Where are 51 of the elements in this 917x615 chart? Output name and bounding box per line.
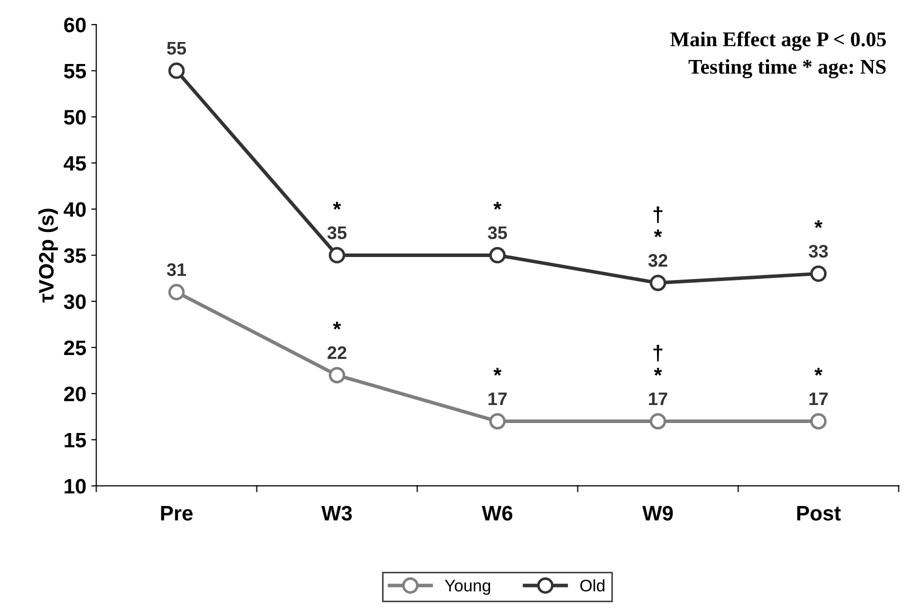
point — [650, 413, 666, 430]
y-tick-label: 35 — [64, 248, 86, 264]
legend-label: Old — [580, 579, 604, 592]
data-label: 17 — [810, 392, 828, 406]
point — [650, 274, 666, 292]
y-tick-label: 20 — [64, 386, 86, 402]
point — [328, 247, 346, 264]
y-axis-title: τVO2p (s) — [38, 208, 58, 303]
data-label: 55 — [167, 42, 186, 55]
y-tick-label: 50 — [64, 110, 86, 125]
data-label: 17 — [488, 392, 507, 406]
data-label: 35 — [327, 226, 347, 240]
x-tick-label: Pre — [161, 506, 193, 521]
annotation: † — [654, 344, 662, 362]
x-tick-label: W9 — [642, 506, 673, 521]
point — [489, 247, 506, 264]
point — [168, 284, 185, 300]
annotation: * — [493, 202, 502, 210]
annotation: * — [814, 220, 822, 228]
x-tick-label: W6 — [482, 506, 512, 521]
annotation: Testing time * age: NS — [688, 59, 886, 78]
y-tick-label: 15 — [64, 432, 86, 448]
point — [810, 413, 827, 430]
annotation: * — [493, 368, 502, 376]
data-label: 35 — [488, 226, 508, 240]
y-tick-label: 55 — [64, 64, 86, 78]
annotation: * — [333, 322, 342, 330]
x-tick-label: W3 — [321, 506, 352, 521]
data-label: 31 — [166, 263, 186, 276]
y-tick-label: 30 — [64, 294, 86, 310]
y-tick-label: 40 — [64, 202, 86, 217]
data-label: 22 — [328, 346, 346, 359]
point — [328, 366, 346, 384]
data-label: 32 — [648, 254, 668, 267]
y-tick-label: 25 — [64, 340, 86, 356]
y-tick-label: 60 — [64, 18, 86, 32]
annotation: * — [654, 230, 662, 238]
point — [489, 413, 506, 430]
y-tick-label: 10 — [64, 478, 86, 494]
point — [168, 62, 185, 79]
y-tick-label: 45 — [64, 156, 86, 171]
data-label: 33 — [808, 244, 828, 258]
annotation: Main Effect age P < 0.05 — [670, 32, 886, 51]
annotation: * — [814, 368, 822, 376]
x-tick-label: Post — [797, 506, 841, 521]
legend-label: Young — [444, 580, 490, 595]
data-label: 17 — [649, 392, 668, 406]
annotation: * — [333, 202, 342, 210]
annotation: † — [654, 206, 662, 224]
annotation: * — [654, 368, 662, 376]
point — [810, 265, 827, 282]
